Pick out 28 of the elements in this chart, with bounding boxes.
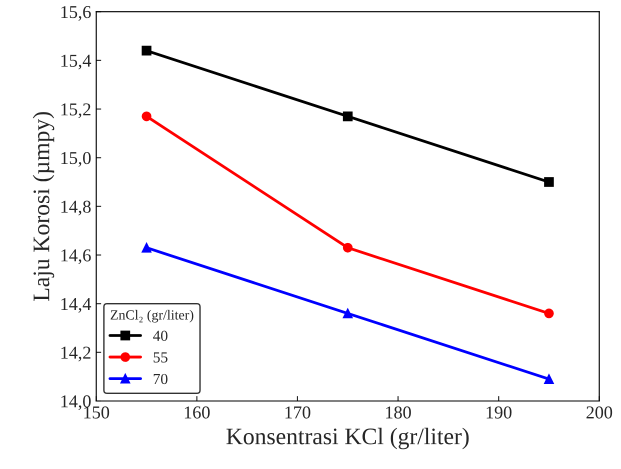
legend-label: 40 <box>153 330 168 341</box>
x-tick-label: 190 <box>486 406 512 419</box>
point <box>342 111 353 122</box>
point <box>342 308 353 318</box>
y-tick-label: 15,4 <box>61 54 92 70</box>
legend-label: 70 <box>154 374 168 384</box>
y-tick-label: 14,6 <box>61 249 91 264</box>
x-tick-label: 200 <box>586 406 612 419</box>
y-axis-title: Laju Korosi (µmpy) <box>32 112 54 302</box>
point <box>544 308 554 318</box>
legend-title: ZnCl₂ (gr/liter) <box>110 310 194 322</box>
x-tick-label: 160 <box>184 406 210 419</box>
y-tick-label: 14,8 <box>61 200 91 216</box>
x-tick-label: 170 <box>286 406 310 419</box>
point <box>544 374 554 384</box>
y-tick-label: 15,0 <box>61 152 91 167</box>
point <box>142 46 152 56</box>
y-tick-label: 14,4 <box>61 298 92 313</box>
point <box>142 242 152 253</box>
point <box>342 242 353 253</box>
y-tick-label: 15,6 <box>61 6 91 21</box>
y-tick-label: 14,2 <box>61 346 90 362</box>
x-axis-title: Konsentrasi KCl (gr/liter) <box>226 428 469 450</box>
point <box>142 111 152 122</box>
legend-label: 55 <box>154 352 168 363</box>
y-tick-label: 15,2 <box>61 103 90 118</box>
point <box>544 177 554 187</box>
x-tick-label: 180 <box>386 406 411 419</box>
